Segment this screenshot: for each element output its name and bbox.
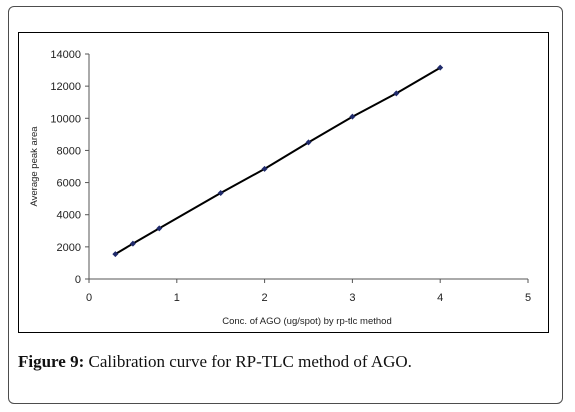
x-tick-label: 2 [262, 292, 268, 304]
x-tick-label: 3 [349, 292, 355, 304]
y-tick-label: 0 [75, 274, 81, 286]
data-point [112, 251, 119, 258]
y-tick-label: 12000 [50, 81, 81, 93]
figure-caption: Figure 9: Calibration curve for RP-TLC m… [18, 352, 558, 372]
x-tick-label: 1 [174, 292, 180, 304]
data-point [156, 225, 163, 232]
data-point [393, 90, 400, 97]
y-tick-label: 10000 [50, 113, 81, 125]
x-tick-label: 5 [525, 292, 531, 304]
x-tick-label: 4 [437, 292, 443, 304]
data-point [349, 113, 356, 120]
caption-label: Figure 9: [18, 352, 85, 371]
x-tick-label: 0 [86, 292, 92, 304]
data-point [437, 64, 444, 71]
data-point [261, 165, 268, 172]
series-line [114, 66, 441, 255]
x-axis-label: Conc. of AGO (ug/spot) by rp-tlc method [222, 316, 392, 327]
y-axis-label: Average peak area [29, 126, 40, 207]
caption-text: Calibration curve for RP-TLC method of A… [84, 352, 412, 371]
data-point [305, 139, 312, 146]
chart-area-border [18, 32, 549, 333]
chart-series [112, 64, 444, 258]
chart-ticks: 0 2000 4000 6000 8000 10000 12000 14000 0 1 2 3 4 5 [50, 49, 531, 304]
chart-axes [88, 54, 528, 280]
y-tick-label: 8000 [57, 145, 81, 157]
data-point [129, 240, 136, 247]
y-tick-label: 14000 [50, 49, 81, 61]
y-tick-label: 4000 [57, 210, 81, 222]
y-tick-label: 6000 [57, 178, 81, 190]
data-point [217, 190, 224, 197]
y-tick-label: 2000 [57, 242, 81, 254]
